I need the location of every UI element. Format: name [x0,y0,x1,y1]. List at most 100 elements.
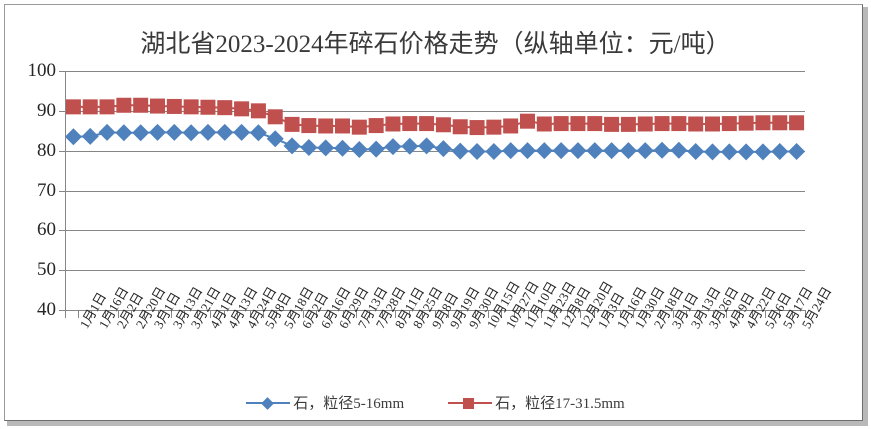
y-axis-tick-label: 100 [27,60,57,81]
data-point-marker [468,142,486,160]
x-axis-tick [65,311,66,318]
data-point-marker [116,97,132,113]
data-point-marker [419,116,435,132]
legend-label: 石，粒径17-31.5mm [495,396,625,412]
legend-swatch-icon [448,396,493,410]
x-axis-tick [660,311,661,318]
data-point-marker [653,141,671,159]
data-point-marker [318,118,334,134]
y-axis-tick-label: 70 [37,180,56,201]
data-point-marker [317,139,335,157]
y-axis-tick [59,191,66,192]
series-line [73,131,797,153]
data-point-marker [99,99,115,115]
x-axis-tick [382,311,383,318]
y-axis-line [65,71,66,311]
data-point-marker [688,116,704,132]
series-plot [64,97,806,161]
gridline [65,151,805,152]
x-axis-tick [554,311,555,318]
x-axis-tick [158,311,159,318]
data-point-marker [670,141,688,159]
x-axis-tick [197,311,198,318]
legend-item-2[interactable]: 石，粒径17-31.5mm [448,392,625,413]
data-point-marker [351,119,367,135]
data-point-marker [587,116,603,132]
data-point-marker [671,116,687,132]
x-axis-tick [329,311,330,318]
data-point-marker [283,137,301,155]
x-axis-tick [699,311,700,318]
data-point-marker [737,143,755,161]
y-axis-tick-label: 60 [37,219,56,240]
x-axis-tick [356,311,357,318]
data-point-marker [267,109,283,125]
data-point-marker [738,115,754,131]
y-axis-tick [59,71,66,72]
data-point-marker [570,116,586,132]
x-axis-tick [303,311,304,318]
gridline [65,111,805,112]
x-axis-tick [224,311,225,318]
data-point-marker [216,123,234,141]
data-point-marker [434,140,452,158]
data-point-marker [469,120,485,136]
data-point-marker [520,113,535,129]
y-axis-labels: 100 90 80 70 60 50 40 [0,0,57,429]
x-axis-tick [395,311,396,318]
series-2 [65,97,805,136]
data-point-marker [183,99,199,115]
data-point-marker [619,142,637,160]
x-axis-tick [475,311,476,318]
data-point-marker [182,124,200,142]
data-point-marker [636,142,654,160]
data-point-marker [402,116,418,132]
y-axis-tick [59,310,66,311]
data-point-marker [384,138,402,156]
series-line [73,104,797,129]
data-point-marker [435,117,451,133]
data-point-marker [772,115,788,131]
data-point-marker [65,99,81,115]
data-point-marker [166,98,182,114]
y-axis-tick-label: 40 [37,299,56,320]
x-axis-tick [91,311,92,318]
data-point-marker [502,142,520,160]
y-axis-tick [59,230,66,231]
data-point-marker [789,115,805,131]
data-point-marker [98,123,116,141]
data-point-marker [603,142,621,160]
data-point-marker [604,116,620,132]
data-point-marker [133,97,149,113]
data-point-marker [234,101,250,117]
x-axis-tick [646,311,647,318]
x-axis-tick [580,311,581,318]
x-axis-tick [633,311,634,318]
x-axis-tick [792,311,793,318]
y-axis-tick-label: 80 [37,140,56,161]
x-axis-tick [435,311,436,318]
x-axis-tick [779,311,780,318]
data-point-marker [519,142,536,160]
chart-title: 湖北省2023-2024年碎石价格走势（纵轴单位：元/吨） [140,31,731,58]
data-point-marker [705,116,720,132]
legend-item-1[interactable]: 石，粒径5-16mm [246,392,404,413]
data-point-marker [367,140,385,158]
x-axis-tick [131,311,132,318]
x-axis-tick [210,311,211,318]
data-point-marker [720,143,738,161]
series-1 [64,123,806,161]
x-axis-tick [686,311,687,318]
legend-swatch-icon [246,396,291,410]
data-point-marker [755,115,771,131]
x-axis-tick [448,311,449,318]
y-axis-tick [59,111,66,112]
data-point-marker [535,142,553,160]
data-point-marker [486,119,502,135]
data-point-marker [284,116,300,132]
data-point-marker [115,124,133,142]
data-point-marker [536,116,552,132]
y-axis-tick [59,151,66,152]
data-point-marker [82,99,98,115]
